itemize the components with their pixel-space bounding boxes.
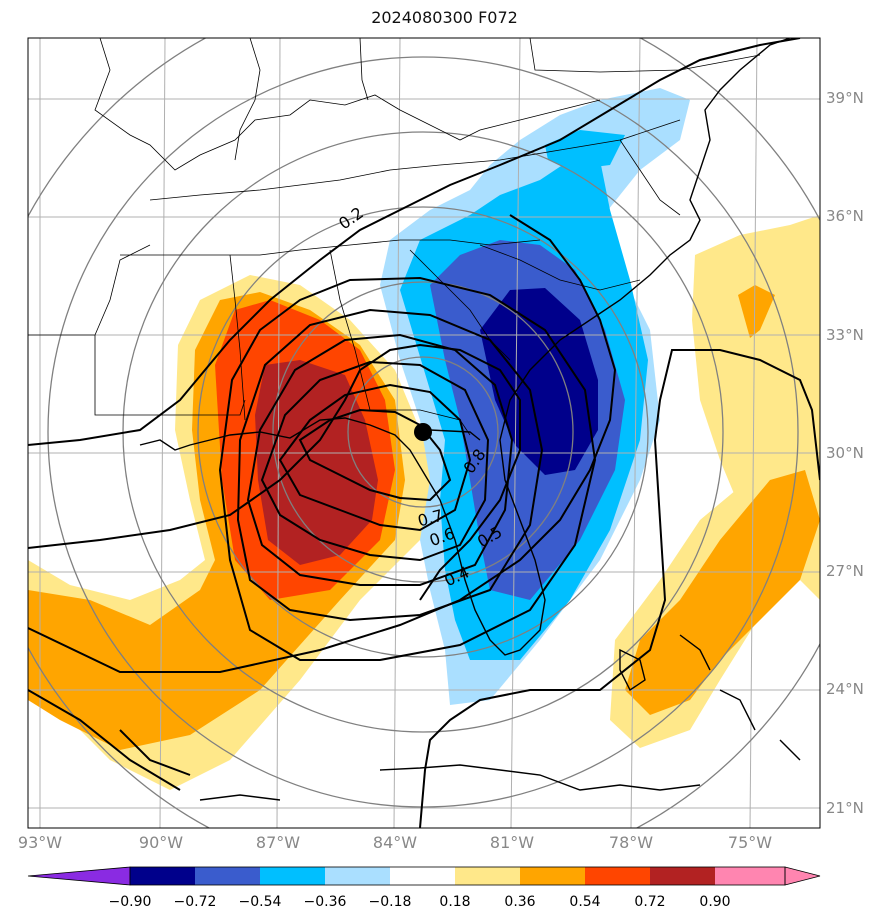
lon-label: 81°W bbox=[489, 833, 535, 852]
lat-label: 27°N bbox=[826, 562, 864, 580]
coastline bbox=[139, 38, 801, 801]
colorbar-bin bbox=[390, 867, 455, 885]
lat-label: 30°N bbox=[826, 444, 864, 462]
colorbar-extend-low bbox=[27, 866, 131, 886]
colorbar-tick-label: 0.90 bbox=[699, 894, 731, 910]
lon-label: 93°W bbox=[17, 833, 63, 852]
map-title: 2024080300 F072 bbox=[371, 8, 518, 27]
colorbar-tick-label: −0.36 bbox=[303, 894, 347, 910]
lat-label: 21°N bbox=[826, 799, 864, 817]
lon-label: 90°W bbox=[138, 833, 184, 852]
colorbar-tick-label: −0.72 bbox=[173, 894, 217, 910]
storm-center-dot bbox=[414, 423, 432, 441]
lat-label: 33°N bbox=[826, 326, 864, 344]
colorbar-extend-high bbox=[784, 866, 821, 886]
colorbar-tick-label: 0.36 bbox=[504, 894, 536, 910]
colorbar-tick-label: −0.54 bbox=[238, 894, 282, 910]
colorbar-bin bbox=[455, 867, 520, 885]
lat-label: 24°N bbox=[826, 680, 864, 698]
contour-lines bbox=[28, 38, 820, 828]
colorbar-bin bbox=[195, 867, 260, 885]
lat-label: 36°N bbox=[826, 207, 864, 225]
range-rings bbox=[28, 38, 820, 828]
lon-label: 84°W bbox=[372, 833, 418, 852]
state-borders bbox=[28, 38, 761, 436]
colorbar-tick-label: 0.72 bbox=[634, 894, 666, 910]
colorbar-bin bbox=[715, 867, 785, 885]
colorbar-bin bbox=[260, 867, 325, 885]
map-frame bbox=[27, 37, 821, 829]
lon-label: 78°W bbox=[608, 833, 654, 852]
colorbar-bin bbox=[520, 867, 585, 885]
lon-label: 75°W bbox=[727, 833, 773, 852]
lon-label: 87°W bbox=[255, 833, 301, 852]
colorbar-tick-label: 0.54 bbox=[569, 894, 601, 910]
colorbar-bin bbox=[650, 867, 715, 885]
colorbar-bin bbox=[325, 867, 390, 885]
lat-label: 39°N bbox=[826, 89, 864, 107]
colorbar bbox=[27, 866, 821, 886]
colorbar-tick-label: 0.18 bbox=[439, 894, 471, 910]
colorbar-frame bbox=[129, 866, 786, 886]
colorbar-bin bbox=[585, 867, 650, 885]
colorbar-tick-label: −0.18 bbox=[368, 894, 412, 910]
colorbar-bin bbox=[130, 867, 195, 885]
colorbar-tick-label: −0.90 bbox=[108, 894, 152, 910]
